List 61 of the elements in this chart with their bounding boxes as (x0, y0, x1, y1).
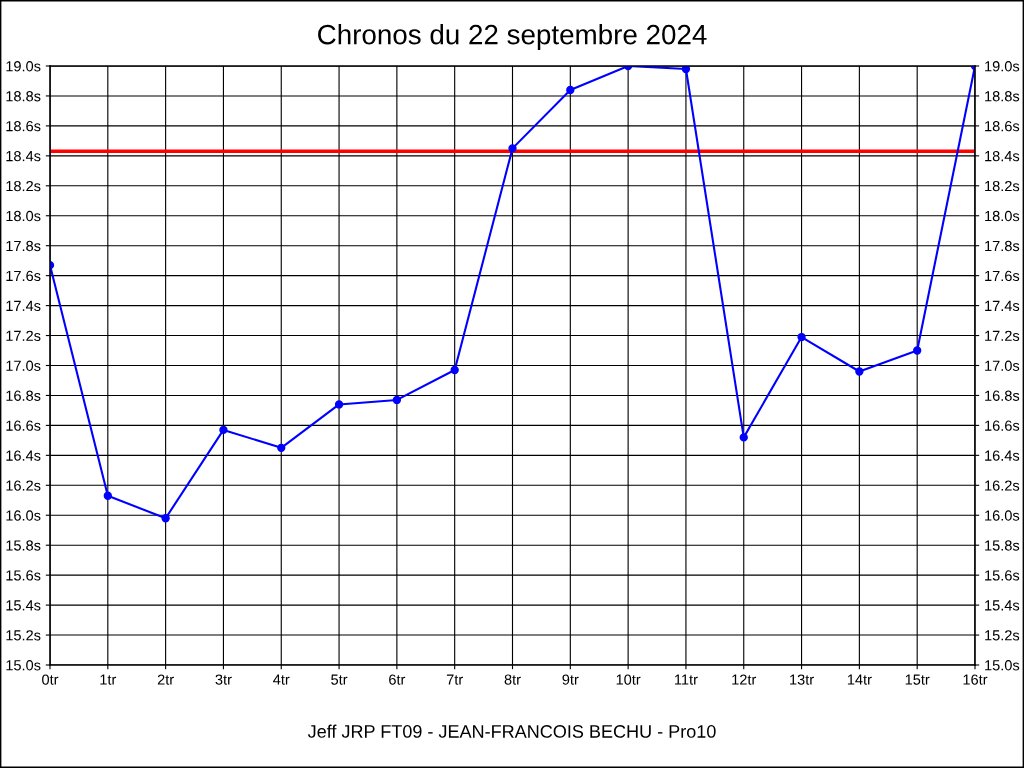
x-tick-label: 1tr (100, 674, 117, 685)
y-tick-label: 15.8s (6, 540, 41, 551)
y2-tick-label: 16.0s (985, 510, 1020, 521)
y2-tick-label: 16.6s (985, 420, 1020, 431)
x-tick-label: 10tr (616, 674, 641, 685)
y2-tick-label: 19.0s (985, 61, 1020, 72)
y-tick-label: 18.2s (6, 180, 41, 192)
y2-tick-label: 17.4s (985, 300, 1020, 312)
y-tick-label: 17.2s (6, 330, 41, 341)
y-tick-label: 17.0s (6, 360, 41, 371)
y2-tick-label: 18.8s (985, 91, 1020, 102)
y-tick-label: 17.4s (6, 300, 41, 312)
y2-tick-label: 17.8s (985, 240, 1020, 252)
y2-tick-label: 18.4s (985, 150, 1020, 162)
y-tick-label: 16.0s (6, 510, 41, 521)
y-tick-label: 18.4s (6, 150, 41, 162)
x-tick-label: 15tr (905, 674, 930, 685)
y2-tick-label: 15.2s (985, 630, 1020, 641)
x-tick-label: 11tr (675, 674, 698, 685)
y2-tick-label: 18.0s (985, 210, 1020, 222)
y2-tick-label: 15.4s (985, 600, 1020, 611)
y2-tick-label: 15.0s (985, 660, 1020, 671)
y2-tick-label: 17.0s (985, 360, 1020, 371)
y2-tick-label: 17.2s (985, 330, 1020, 341)
x-tick-label: 16tr (963, 674, 988, 685)
y2-tick-label: 18.2s (985, 180, 1020, 192)
x-tick-label: 0tr (42, 674, 59, 685)
chart-title: Chronos du 22 septembre 2024 (318, 24, 707, 50)
x-tick-label: 12tr (732, 674, 757, 685)
y2-tick-label: 16.2s (985, 480, 1020, 491)
y2-tick-label: 17.6s (985, 270, 1020, 282)
y-tick-label: 16.8s (6, 390, 41, 401)
x-tick-label: 2tr (157, 674, 174, 685)
x-tick-label: 13tr (790, 674, 814, 685)
x-tick-label: 6tr (389, 674, 406, 685)
x-tick-label: 7tr (446, 674, 463, 685)
x-tick-label: 3tr (215, 674, 232, 685)
y-tick-label: 17.6s (6, 270, 41, 282)
y-tick-label: 15.4s (6, 600, 41, 611)
y-tick-label: 18.0s (6, 210, 41, 222)
y-tick-label: 16.2s (6, 480, 41, 491)
y2-tick-label: 16.8s (985, 390, 1020, 401)
y-tick-label: 15.0s (6, 660, 41, 671)
x-tick-label: 14tr (847, 674, 872, 685)
x-tick-label: 4tr (273, 674, 290, 685)
y2-tick-label: 15.6s (985, 570, 1020, 581)
y-tick-label: 18.6s (6, 121, 41, 132)
y-tick-label: 19.0s (6, 61, 41, 72)
y2-tick-label: 15.8s (985, 540, 1020, 551)
y2-tick-label: 18.6s (985, 121, 1020, 132)
y2-tick-label: 16.4s (985, 450, 1020, 461)
y-tick-label: 15.6s (6, 570, 41, 581)
y-tick-label: 16.4s (6, 450, 41, 461)
x-tick-label: 9tr (562, 674, 579, 685)
x-tick-label: 5tr (331, 674, 348, 685)
text: Jeff JRP FT09 - JEAN-FRANCOIS BECHU - Pro10 (307, 724, 716, 738)
x-tick-label: 8tr (504, 674, 521, 685)
y-tick-label: 15.2s (6, 630, 41, 641)
y-tick-label: 18.8s (6, 91, 41, 102)
y-tick-label: 17.8s (6, 240, 41, 252)
y-tick-label: 16.6s (6, 420, 41, 431)
